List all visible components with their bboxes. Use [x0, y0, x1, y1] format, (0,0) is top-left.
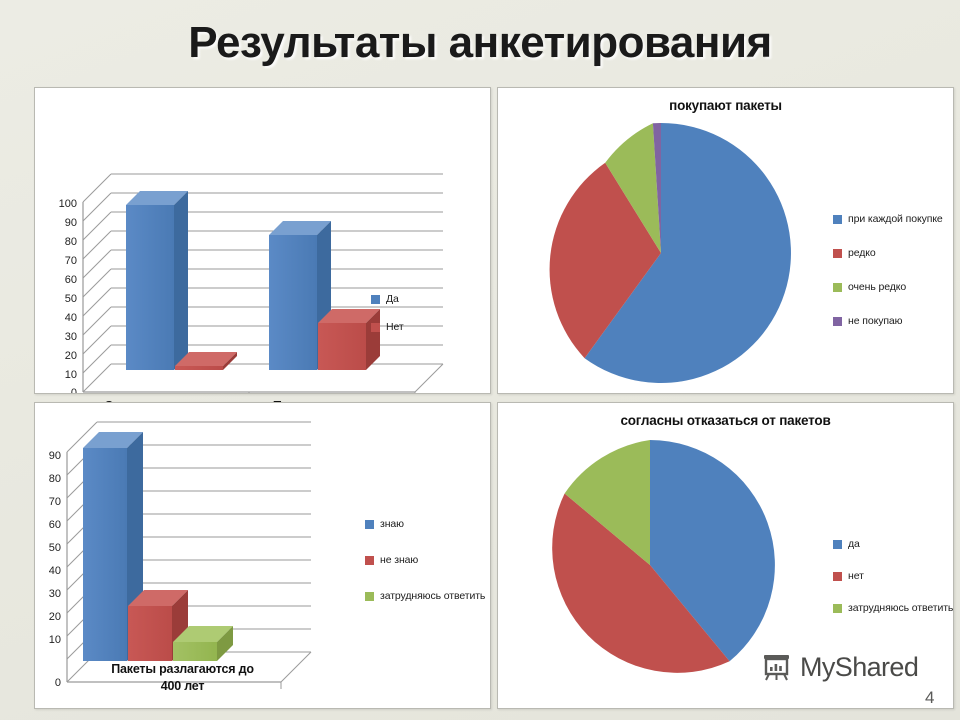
bar-chart-top-left: 100 90 80 70 60 50 40 30 20 10 0: [59, 173, 444, 393]
legend-swatch-blue-icon: [371, 294, 380, 304]
legend-label: Да: [386, 293, 399, 305]
bar-net-cat2: [318, 309, 380, 370]
chart-title-bottom-right: согласны отказаться от пакетов: [620, 413, 831, 428]
legend-swatch-blue-icon: [365, 519, 374, 529]
chart-panel-top-left: 100 90 80 70 60 50 40 30 20 10 0 Да Нет: [34, 87, 491, 394]
legend-swatch-red-icon: [365, 555, 374, 565]
svg-text:20: 20: [49, 611, 61, 623]
pie-slice-hard-to-answer[interactable]: [564, 440, 650, 565]
legend-swatch-green-icon: [365, 591, 374, 601]
page-title: Результаты анкетирования: [188, 18, 772, 67]
legend-label: Нет: [386, 321, 404, 333]
svg-text:0: 0: [71, 387, 77, 393]
svg-text:70: 70: [65, 255, 77, 267]
page-number: 4: [925, 688, 935, 707]
legend-label: не покупаю: [848, 315, 903, 327]
svg-text:50: 50: [49, 542, 61, 554]
svg-text:10: 10: [49, 634, 61, 646]
svg-text:90: 90: [49, 450, 61, 462]
legend-swatch-green-icon: [833, 603, 842, 613]
legend-swatch-red-icon: [371, 322, 380, 332]
cat-line: 400 лет: [160, 678, 205, 693]
legend-swatch-blue-icon: [833, 539, 842, 549]
svg-text:90: 90: [65, 217, 77, 229]
depth-edges: [82, 192, 112, 393]
pie-slice-yes[interactable]: [650, 440, 775, 662]
svg-text:100: 100: [59, 198, 77, 210]
legend-item-very-rarely[interactable]: очень редко: [833, 281, 943, 293]
legend-item-no[interactable]: нет: [833, 570, 953, 582]
cat-line: Пакеты разлагаются до: [111, 662, 254, 676]
legend-item-rarely[interactable]: редко: [833, 247, 943, 259]
presentation-chart-icon: [764, 655, 789, 681]
svg-text:30: 30: [49, 588, 61, 600]
legend-label: затрудняюсь ответить: [380, 590, 486, 602]
legend-label: нет: [848, 570, 864, 582]
legend-swatch-red-icon: [833, 571, 842, 581]
chart-panel-bottom-left: 90 80 70 60 50 40 30 20 10 0 знаю не зна…: [34, 402, 491, 709]
legend-label: затрудняюсь ответить: [848, 602, 954, 614]
category-label-bottom-left: Пакеты разлагаются до 400 лет: [75, 661, 290, 695]
pie-chart-agree-refuse-bags: [552, 440, 775, 673]
legend-item-znayu[interactable]: знаю: [365, 518, 485, 530]
legend-bottom-right: да нет затрудняюсь ответить: [833, 538, 953, 634]
y-tick-labels: 100 90 80 70 60 50 40 30 20 10 0: [59, 198, 77, 393]
svg-text:30: 30: [65, 331, 77, 343]
watermark-text: MyShared: [800, 651, 919, 682]
svg-text:40: 40: [49, 565, 61, 577]
legend-item-hard-to-answer[interactable]: затрудняюсь ответить: [833, 602, 953, 614]
legend-swatch-green-icon: [833, 282, 842, 292]
chart-panel-bottom-right: согласны отказаться от пакетов да нет за…: [497, 402, 954, 709]
pie-slice-at-every-purchase[interactable]: [584, 123, 791, 384]
y-tick-labels: 90 80 70 60 50 40 30 20 10 0: [49, 450, 61, 689]
bar-zatrudnyayus: [173, 626, 233, 661]
legend-item-do-not-buy[interactable]: не покупаю: [833, 315, 943, 327]
legend-bottom-left: знаю не знаю затрудняюсь ответить: [365, 518, 485, 626]
pie-slice-do-not-buy[interactable]: [652, 122, 661, 253]
svg-text:80: 80: [65, 236, 77, 248]
legend-item-ne-znayu[interactable]: не знаю: [365, 554, 485, 566]
bar-chart-bottom-left: 90 80 70 60 50 40 30 20 10 0: [49, 421, 312, 689]
pie-slice-no[interactable]: [552, 493, 730, 673]
legend-label: при каждой покупке: [848, 213, 943, 225]
svg-text:60: 60: [49, 519, 61, 531]
legend-top-right: при каждой покупке редко очень редко не …: [833, 213, 943, 349]
legend-label: не знаю: [380, 554, 419, 566]
svg-text:10: 10: [65, 369, 77, 381]
svg-text:40: 40: [65, 312, 77, 324]
svg-text:20: 20: [65, 350, 77, 362]
legend-label: редко: [848, 247, 876, 259]
pie-slice-rarely[interactable]: [549, 162, 661, 359]
legend-swatch-purple-icon: [833, 316, 842, 326]
legend-item-da[interactable]: Да: [371, 293, 404, 305]
bar-da-cat1: [126, 191, 188, 370]
watermark: MyShared: [760, 650, 919, 684]
legend-swatch-blue-icon: [833, 214, 842, 224]
bar-net-cat1: [175, 352, 237, 370]
legend-item-net[interactable]: Нет: [371, 321, 404, 333]
svg-text:80: 80: [49, 473, 61, 485]
svg-text:70: 70: [49, 496, 61, 508]
chart-title-top-right: покупают пакеты: [669, 98, 782, 113]
legend-top-left: Да Нет: [371, 293, 404, 349]
bar-da-cat2: [269, 221, 331, 370]
pie-slice-very-rarely[interactable]: [605, 123, 661, 253]
legend-label: знаю: [380, 518, 404, 530]
pie-chart-purchase-bags: [549, 122, 791, 384]
legend-item-yes[interactable]: да: [833, 538, 953, 550]
svg-text:60: 60: [65, 274, 77, 286]
legend-label: очень редко: [848, 281, 907, 293]
legend-item-at-every-purchase[interactable]: при каждой покупке: [833, 213, 943, 225]
svg-text:0: 0: [55, 677, 61, 689]
chart-panel-top-right: покупают пакеты при каждой покупке редко…: [497, 87, 954, 394]
legend-item-zatrudnyayus[interactable]: затрудняюсь ответить: [365, 590, 485, 602]
legend-swatch-red-icon: [833, 248, 842, 258]
legend-label: да: [848, 538, 860, 550]
svg-text:50: 50: [65, 293, 77, 305]
